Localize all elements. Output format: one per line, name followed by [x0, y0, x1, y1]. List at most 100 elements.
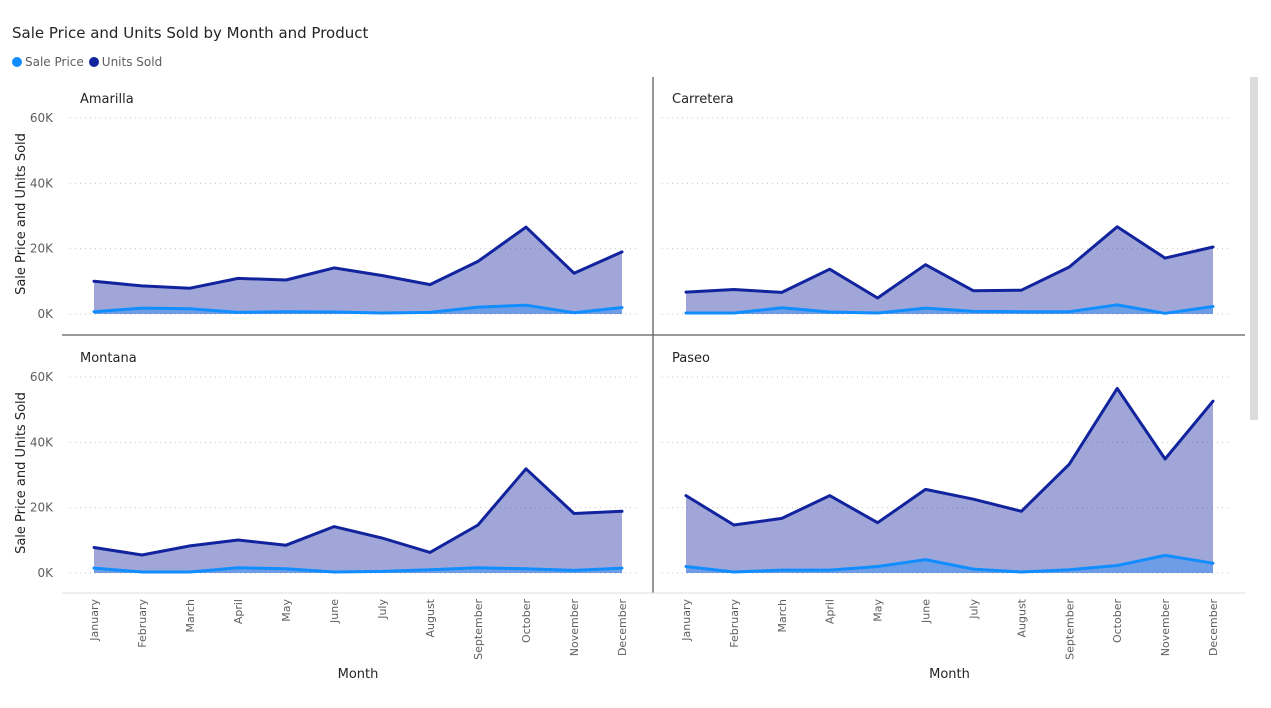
data-point-amarilla-sale-price-january: [93, 310, 96, 313]
data-point-carretera-sale-price-may: [876, 312, 879, 315]
data-point-montana-sale-price-may: [285, 567, 288, 570]
data-point-amarilla-sale-price-june: [333, 311, 336, 314]
data-point-paseo-units-sold-december: [1212, 400, 1215, 403]
x-tick-label-col2-october: October: [1111, 599, 1124, 643]
data-point-montana-sale-price-october: [525, 567, 528, 570]
x-tick-label-col2-march: March: [776, 599, 789, 633]
panel-title-montana: Montana: [80, 351, 137, 366]
data-point-amarilla-units-sold-february: [141, 284, 144, 287]
data-point-paseo-sale-price-april: [828, 569, 831, 572]
data-point-paseo-units-sold-january: [685, 494, 688, 497]
data-point-montana-sale-price-january: [93, 567, 96, 570]
data-point-amarilla-sale-price-february: [141, 307, 144, 310]
data-point-carretera-sale-price-march: [780, 306, 783, 309]
series-line-paseo-sale-price: [684, 553, 1215, 574]
panel-title-carretera: Carretera: [672, 92, 734, 107]
x-tick-label-col2-may: May: [872, 599, 885, 622]
data-point-montana-units-sold-december: [621, 510, 624, 513]
y-tick-label-row1-20K: 20K: [30, 242, 54, 256]
y-tick-label-row2-0K: 0K: [37, 566, 54, 580]
series-line-carretera-sale-price: [684, 303, 1215, 315]
x-tick-label-col1-august: August: [424, 598, 437, 637]
data-point-amarilla-sale-price-october: [525, 304, 528, 307]
data-point-amarilla-units-sold-january: [93, 280, 96, 283]
data-point-carretera-units-sold-november: [1164, 257, 1167, 260]
data-point-amarilla-sale-price-september: [477, 306, 480, 309]
data-point-amarilla-units-sold-december: [621, 250, 624, 253]
y-axis-title-row2: Sale Price and Units Sold: [14, 392, 29, 554]
data-point-amarilla-units-sold-october: [525, 226, 528, 229]
data-point-amarilla-units-sold-june: [333, 266, 336, 269]
data-point-montana-sale-price-june: [333, 571, 336, 574]
x-tick-label-col1-may: May: [280, 599, 293, 622]
data-point-amarilla-units-sold-august: [429, 283, 432, 286]
series-line-montana-units-sold: [92, 467, 624, 557]
data-point-paseo-units-sold-september: [1068, 463, 1071, 466]
x-tick-label-col1-june: June: [328, 599, 341, 624]
data-point-carretera-units-sold-march: [780, 291, 783, 294]
data-point-paseo-sale-price-july: [972, 568, 975, 571]
x-tick-label-col1-october: October: [520, 599, 533, 643]
data-point-carretera-sale-price-august: [1020, 310, 1023, 313]
data-point-amarilla-units-sold-march: [189, 287, 192, 290]
data-point-amarilla-units-sold-september: [477, 260, 480, 263]
data-point-montana-units-sold-november: [573, 512, 576, 515]
data-point-carretera-sale-price-december: [1212, 305, 1215, 308]
data-point-paseo-units-sold-november: [1164, 457, 1167, 460]
x-tick-label-col1-july: July: [376, 599, 389, 620]
x-tick-label-col2-november: November: [1159, 599, 1172, 657]
data-point-paseo-sale-price-december: [1212, 562, 1215, 565]
x-tick-label-col2-june: June: [920, 599, 933, 624]
data-point-paseo-units-sold-march: [780, 517, 783, 520]
data-point-montana-sale-price-november: [573, 569, 576, 572]
x-tick-label-col2-february: February: [728, 599, 741, 648]
data-point-montana-sale-price-august: [429, 568, 432, 571]
data-point-paseo-units-sold-may: [876, 521, 879, 524]
x-tick-label-col1-march: March: [184, 599, 197, 633]
legend: Sale Price Units Sold: [12, 55, 167, 69]
legend-marker-sale-price: [12, 57, 22, 67]
area-paseo-units-sold: [686, 388, 1213, 573]
data-point-montana-units-sold-july: [381, 537, 384, 540]
data-point-amarilla-units-sold-april: [237, 277, 240, 280]
legend-item-units-sold[interactable]: Units Sold: [88, 55, 163, 69]
data-point-montana-units-sold-january: [93, 546, 96, 549]
panel-title-paseo: Paseo: [672, 351, 710, 366]
data-point-amarilla-units-sold-may: [285, 279, 288, 282]
legend-item-sale-price[interactable]: Sale Price: [12, 55, 84, 69]
y-tick-label-row2-20K: 20K: [30, 501, 54, 515]
vertical-scrollbar[interactable]: [1250, 77, 1258, 420]
x-tick-label-col1-november: November: [568, 599, 581, 657]
data-point-paseo-sale-price-may: [876, 565, 879, 568]
x-tick-label-col2-april: April: [824, 599, 837, 624]
legend-label-units-sold: Units Sold: [101, 55, 163, 69]
data-point-paseo-sale-price-september: [1068, 568, 1071, 571]
data-point-carretera-units-sold-october: [1116, 225, 1119, 228]
data-point-paseo-sale-price-october: [1116, 564, 1119, 567]
data-point-montana-units-sold-march: [189, 544, 192, 547]
legend-label-sale-price: Sale Price: [25, 55, 84, 69]
data-point-carretera-sale-price-february: [732, 312, 735, 315]
data-point-montana-units-sold-october: [525, 467, 528, 470]
x-tick-label-col1-december: December: [616, 599, 629, 657]
y-tick-label-row1-60K: 60K: [30, 111, 54, 125]
x-tick-label-col1-april: April: [232, 599, 245, 624]
data-point-montana-sale-price-december: [621, 567, 624, 570]
data-point-montana-sale-price-february: [141, 571, 144, 574]
x-tick-label-col2-september: September: [1063, 599, 1076, 660]
y-tick-label-row1-40K: 40K: [30, 176, 54, 190]
data-point-amarilla-sale-price-april: [237, 311, 240, 314]
data-point-amarilla-sale-price-march: [189, 307, 192, 310]
area-carretera-units-sold: [686, 226, 1213, 314]
data-point-paseo-sale-price-february: [732, 571, 735, 574]
data-point-amarilla-sale-price-july: [381, 312, 384, 315]
data-point-montana-units-sold-may: [285, 544, 288, 547]
x-tick-label-col2-august: August: [1015, 598, 1028, 637]
data-point-carretera-units-sold-april: [828, 268, 831, 271]
data-point-carretera-sale-price-june: [924, 307, 927, 310]
data-point-carretera-sale-price-july: [972, 310, 975, 313]
data-point-paseo-sale-price-june: [924, 558, 927, 561]
data-point-carretera-units-sold-february: [732, 288, 735, 291]
series-line-montana-sale-price: [92, 566, 624, 574]
data-point-carretera-units-sold-august: [1020, 289, 1023, 292]
